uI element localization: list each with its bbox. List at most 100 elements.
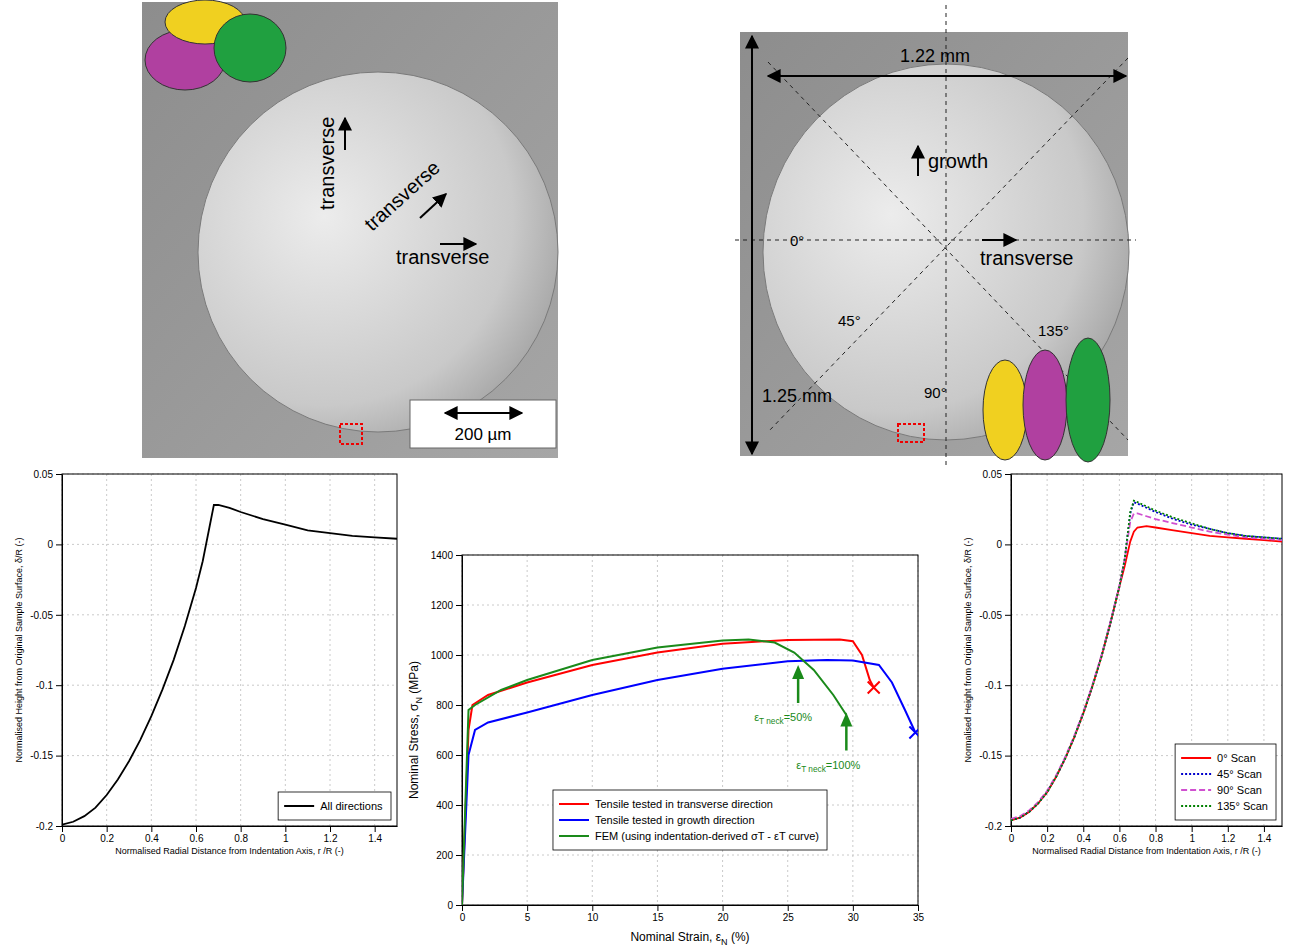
x-axis-title: Normalised Radial Distance from Indentat… — [115, 846, 344, 856]
end-marker — [868, 682, 880, 694]
tick: 0 — [47, 539, 62, 550]
chart: 00.20.40.60.811.21.4-0.2-0.15-0.1-0.0500… — [963, 469, 1283, 856]
tick-label: 1.2 — [324, 833, 338, 844]
y-axis-title: Normalised Height from Original Sample S… — [14, 537, 24, 762]
grid-line — [62, 755, 397, 756]
grid-line — [1011, 685, 1282, 686]
tick-mark — [56, 615, 62, 616]
image-label: transverse — [360, 156, 444, 235]
label-part: (%) — [728, 930, 750, 944]
tick: -0.2 — [985, 821, 1011, 832]
tick: 0 — [996, 539, 1011, 550]
tick-label: -0.1 — [985, 680, 1003, 691]
legend-box — [553, 790, 827, 850]
micrograph-bg — [142, 2, 558, 458]
grid-line — [722, 555, 723, 905]
grid-line — [285, 474, 286, 826]
tick: 30 — [848, 905, 860, 923]
tick: 1.2 — [324, 826, 338, 844]
tick: 0.4 — [1077, 826, 1091, 844]
tick-mark — [592, 905, 593, 911]
chart: 00.20.40.60.811.21.4-0.2-0.15-0.1-0.0500… — [14, 469, 398, 856]
legend-label: 0° Scan — [1217, 752, 1256, 764]
tick: 1200 — [431, 600, 462, 611]
y-axis-title: Nominal Stress, σN (MPa) — [407, 661, 424, 799]
tick-mark — [56, 474, 62, 475]
tick-mark — [1083, 826, 1084, 832]
grid-line — [787, 555, 788, 905]
plot-bg — [462, 555, 918, 905]
tick-mark — [1047, 826, 1048, 832]
grid-line — [196, 474, 197, 826]
tick-label: 400 — [436, 800, 453, 811]
tick-label: -0.15 — [30, 750, 53, 761]
image-label: growth — [928, 150, 988, 172]
tick: 800 — [436, 700, 462, 711]
tick: -0.05 — [30, 610, 62, 621]
series-line — [1011, 502, 1282, 820]
chart: 051015202530350200400600800100012001400N… — [407, 550, 924, 946]
tick: 1400 — [431, 550, 462, 561]
tick-label: 5 — [525, 912, 531, 923]
grid-line — [151, 474, 152, 826]
tick: 600 — [436, 750, 462, 761]
image-label: 0° — [790, 232, 804, 249]
tick: -0.1 — [36, 680, 62, 691]
legend-swatch — [1181, 757, 1211, 759]
tick-label: 1400 — [431, 550, 454, 561]
grid-line — [462, 755, 918, 756]
plot-bg — [1011, 474, 1282, 826]
legend-swatch — [1181, 773, 1211, 775]
tick: 15 — [652, 905, 664, 923]
grid-line — [462, 655, 918, 656]
legend-label: Tensile tested in growth direction — [595, 814, 755, 826]
data — [462, 640, 918, 906]
tick: 1.2 — [1221, 826, 1235, 844]
grid — [462, 555, 918, 905]
tick: 200 — [436, 850, 462, 861]
tick-mark — [1119, 826, 1120, 832]
legend-box — [278, 792, 391, 820]
grid-line — [527, 555, 528, 905]
series-line — [1011, 526, 1282, 820]
tick-mark — [151, 826, 152, 832]
end-marker — [909, 727, 918, 739]
legend-box — [1175, 744, 1276, 820]
tick: 1.4 — [1257, 826, 1271, 844]
x-axis: 00.20.40.60.811.21.4 — [1009, 826, 1283, 844]
tick: 0 — [60, 826, 66, 844]
tick: 0 — [1009, 826, 1015, 844]
tick-label: 0 — [996, 539, 1002, 550]
x-axis-title: Nominal Strain, εN (%) — [630, 930, 749, 946]
label-part: Normalised Height from Original Sample S… — [963, 537, 973, 762]
tick-mark — [456, 705, 462, 706]
tick-label: 0.05 — [983, 469, 1003, 480]
tick-mark — [330, 826, 331, 832]
tick-label: 1 — [283, 833, 289, 844]
tick-mark — [1005, 474, 1011, 475]
tick-label: 0.2 — [100, 833, 114, 844]
tick-label: 1 — [1189, 833, 1195, 844]
indent — [198, 72, 558, 432]
legend-swatch — [1181, 805, 1211, 807]
image-label: 200 µm — [454, 425, 511, 444]
annotation-text: εT neck=50% — [754, 711, 812, 726]
tick-mark — [456, 655, 462, 656]
tick-label: -0.05 — [979, 610, 1002, 621]
image-label: transverse — [980, 247, 1073, 269]
grid-line — [852, 555, 853, 905]
annotation-text: εT neck=100% — [796, 759, 860, 774]
grain — [1023, 350, 1067, 460]
tick: 0.2 — [100, 826, 114, 844]
tick: 0 — [447, 900, 462, 911]
tick-mark — [196, 826, 197, 832]
micrograph-2: 1.22 mm1.25 mmgrowthtransverse0°45°90°13… — [735, 5, 1136, 468]
grid-line — [1119, 474, 1120, 826]
tick-mark — [285, 826, 286, 832]
arrow — [344, 118, 346, 150]
grid-line — [462, 605, 918, 606]
tick-label: 15 — [652, 912, 664, 923]
tick-mark — [1156, 826, 1157, 832]
tick-label: 0.6 — [1113, 833, 1127, 844]
tick-label: 0 — [1009, 833, 1015, 844]
